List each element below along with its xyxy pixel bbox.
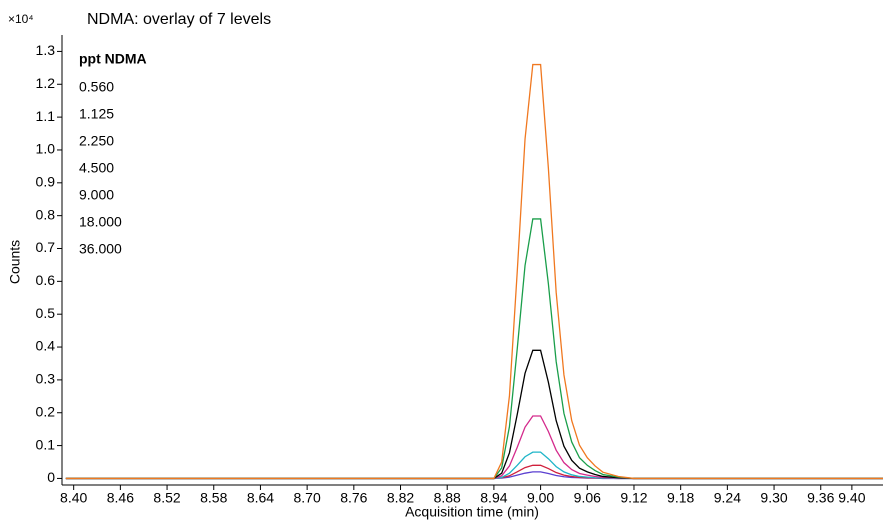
x-tick-label: 8.76 bbox=[340, 490, 367, 506]
x-tick-label: 8.58 bbox=[200, 490, 227, 506]
x-tick-label: 8.88 bbox=[434, 490, 461, 506]
series-line bbox=[65, 451, 883, 480]
legend-label: 4.500 bbox=[79, 160, 114, 176]
x-tick-label: 8.40 bbox=[60, 490, 87, 506]
y-tick-label: 1.0 bbox=[36, 141, 56, 157]
y-tick-label: 1.1 bbox=[36, 108, 56, 124]
series-line bbox=[65, 471, 883, 480]
x-tick-label: 9.12 bbox=[620, 490, 647, 506]
y-tick-label: 0.5 bbox=[36, 305, 56, 321]
x-tick-label: 8.82 bbox=[387, 490, 414, 506]
y-tick-label: 0.6 bbox=[36, 272, 56, 288]
y-tick-label: 0.3 bbox=[36, 371, 56, 387]
x-tick-label: 8.94 bbox=[480, 490, 507, 506]
series-line bbox=[65, 63, 883, 480]
series-line bbox=[65, 218, 883, 480]
x-axis-label: Acquisition time (min) bbox=[405, 504, 539, 520]
x-tick-label: 9.00 bbox=[527, 490, 554, 506]
legend-label: 9.000 bbox=[79, 187, 114, 203]
x-tick-label: 9.18 bbox=[667, 490, 694, 506]
x-tick-label: 9.06 bbox=[574, 490, 601, 506]
y-tick-label: 0.1 bbox=[36, 436, 56, 452]
legend-label: 0.560 bbox=[79, 79, 114, 95]
y-tick-label: 1.2 bbox=[36, 75, 56, 91]
y-multiplier: ×10⁴ bbox=[8, 12, 34, 26]
y-tick-label: 0 bbox=[47, 469, 55, 485]
legend-label: 1.125 bbox=[79, 106, 114, 122]
series-line bbox=[65, 415, 883, 480]
y-tick-label: 0.9 bbox=[36, 174, 56, 190]
legend-label: 2.250 bbox=[79, 133, 114, 149]
series-line bbox=[65, 464, 883, 480]
x-tick-label: 9.40 bbox=[838, 490, 865, 506]
x-tick-label: 8.70 bbox=[294, 490, 321, 506]
legend-label: 18.000 bbox=[79, 214, 122, 230]
y-tick-label: 0.4 bbox=[36, 338, 56, 354]
y-tick-label: 0.2 bbox=[36, 403, 56, 419]
x-tick-label: 8.52 bbox=[153, 490, 180, 506]
x-tick-label: 9.36 bbox=[807, 490, 834, 506]
x-tick-label: 8.64 bbox=[247, 490, 274, 506]
series-line bbox=[65, 349, 883, 480]
y-tick-label: 0.8 bbox=[36, 206, 56, 222]
x-tick-label: 8.46 bbox=[107, 490, 134, 506]
x-tick-label: 9.30 bbox=[760, 490, 787, 506]
legend-label: 36.000 bbox=[79, 241, 122, 257]
y-tick-label: 1.3 bbox=[36, 42, 56, 58]
x-tick-label: 9.24 bbox=[714, 490, 741, 506]
y-axis-label: Counts bbox=[7, 240, 23, 284]
y-tick-label: 0.7 bbox=[36, 239, 56, 255]
chart-title: NDMA: overlay of 7 levels bbox=[87, 11, 271, 28]
legend-title: ppt NDMA bbox=[79, 51, 147, 67]
